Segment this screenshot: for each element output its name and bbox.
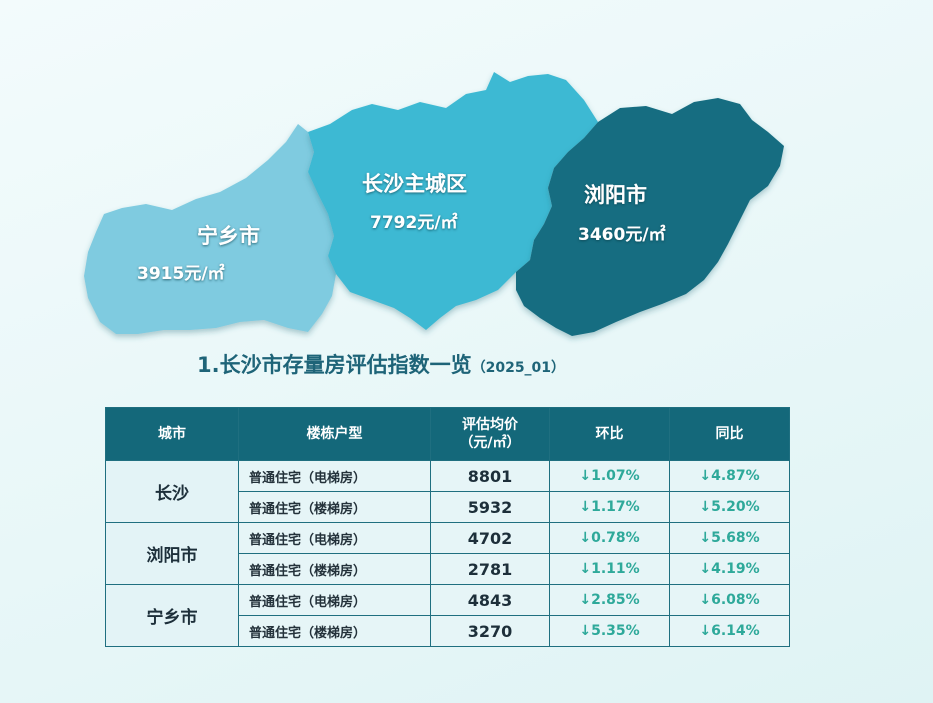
title-main: 1.长沙市存量房评估指数一览 bbox=[197, 353, 472, 377]
yoy-cell: ↓5.20% bbox=[669, 491, 790, 523]
type-cell: 普通住宅（电梯房） bbox=[238, 522, 431, 554]
table-row: 普通住宅（楼梯房） 5932 ↓1.17% ↓5.20% bbox=[106, 491, 790, 523]
table-row: 宁乡市 普通住宅（电梯房） 4843 ↓2.85% ↓6.08% bbox=[105, 584, 790, 647]
region-changsha bbox=[308, 72, 598, 330]
type-cell: 普通住宅（电梯房） bbox=[238, 584, 431, 616]
down-arrow-icon: ↓ bbox=[579, 499, 592, 515]
yoy-cell: ↓4.19% bbox=[669, 553, 790, 585]
mom-cell: ↓1.11% bbox=[549, 553, 670, 585]
table-row: 普通住宅（楼梯房） 3270 ↓5.35% ↓6.14% bbox=[106, 615, 790, 647]
header-price-line1: 评估均价 bbox=[462, 417, 518, 433]
down-arrow-icon: ↓ bbox=[579, 530, 592, 546]
type-cell: 普通住宅（楼梯房） bbox=[238, 615, 431, 647]
down-arrow-icon: ↓ bbox=[699, 468, 712, 484]
down-arrow-icon: ↓ bbox=[699, 623, 712, 639]
mom-cell: ↓1.17% bbox=[549, 491, 670, 523]
yoy-cell: ↓6.08% bbox=[669, 584, 790, 616]
header-price-line2: （元/㎡） bbox=[459, 435, 521, 451]
yoy-cell: ↓6.14% bbox=[669, 615, 790, 647]
price-cell: 3270 bbox=[430, 615, 550, 647]
region-label-liuyang: 浏阳市 bbox=[584, 183, 647, 207]
type-cell: 普通住宅（电梯房） bbox=[238, 460, 431, 492]
region-ningxiang bbox=[84, 124, 336, 334]
header-type: 楼栋户型 bbox=[238, 407, 431, 461]
down-arrow-icon: ↓ bbox=[699, 561, 712, 577]
price-cell: 2781 bbox=[430, 553, 550, 585]
yoy-cell: ↓4.87% bbox=[669, 460, 790, 492]
price-cell: 4843 bbox=[430, 584, 550, 616]
type-cell: 普通住宅（楼梯房） bbox=[238, 491, 431, 523]
down-arrow-icon: ↓ bbox=[579, 468, 592, 484]
mom-cell: ↓1.07% bbox=[549, 460, 670, 492]
mom-cell: ↓2.85% bbox=[549, 584, 670, 616]
down-arrow-icon: ↓ bbox=[579, 623, 592, 639]
mom-cell: ↓5.35% bbox=[549, 615, 670, 647]
down-arrow-icon: ↓ bbox=[699, 592, 712, 608]
region-label-changsha: 长沙主城区 bbox=[362, 172, 467, 196]
down-arrow-icon: ↓ bbox=[579, 561, 592, 577]
down-arrow-icon: ↓ bbox=[699, 530, 712, 546]
price-cell: 4702 bbox=[430, 522, 550, 554]
city-cell: 浏阳市 bbox=[105, 522, 239, 585]
price-cell: 8801 bbox=[430, 460, 550, 492]
header-city: 城市 bbox=[105, 407, 239, 461]
title-period: （2025_01） bbox=[471, 360, 566, 376]
down-arrow-icon: ↓ bbox=[579, 592, 592, 608]
down-arrow-icon: ↓ bbox=[699, 499, 712, 515]
city-cell: 长沙 bbox=[105, 460, 239, 523]
index-table: 城市 楼栋户型 评估均价 （元/㎡） 环比 同比 长沙 普通住宅（电梯房） 88… bbox=[105, 407, 790, 647]
region-map: 宁乡市 3915元/㎡ 长沙主城区 7792元/㎡ 浏阳市 3460元/㎡ bbox=[84, 72, 784, 336]
region-liuyang bbox=[516, 98, 784, 336]
region-price-changsha: 7792元/㎡ bbox=[370, 212, 458, 233]
mom-cell: ↓0.78% bbox=[549, 522, 670, 554]
region-price-ningxiang: 3915元/㎡ bbox=[137, 263, 225, 284]
header-mom: 环比 bbox=[549, 407, 670, 461]
table-row: 普通住宅（楼梯房） 2781 ↓1.11% ↓4.19% bbox=[106, 553, 790, 585]
header-yoy: 同比 bbox=[669, 407, 790, 461]
region-price-liuyang: 3460元/㎡ bbox=[578, 224, 666, 245]
page-title: 1.长沙市存量房评估指数一览（2025_01） bbox=[197, 349, 565, 379]
city-cell: 宁乡市 bbox=[105, 584, 239, 647]
price-cell: 5932 bbox=[430, 491, 550, 523]
header-price: 评估均价 （元/㎡） bbox=[430, 407, 550, 461]
yoy-cell: ↓5.68% bbox=[669, 522, 790, 554]
type-cell: 普通住宅（楼梯房） bbox=[238, 553, 431, 585]
table-header-row: 城市 楼栋户型 评估均价 （元/㎡） 环比 同比 bbox=[105, 407, 790, 461]
region-label-ningxiang: 宁乡市 bbox=[197, 224, 260, 248]
table-row: 长沙 普通住宅（电梯房） 8801 ↓1.07% ↓4.87% bbox=[105, 460, 790, 523]
table-row: 浏阳市 普通住宅（电梯房） 4702 ↓0.78% ↓5.68% bbox=[105, 522, 790, 585]
